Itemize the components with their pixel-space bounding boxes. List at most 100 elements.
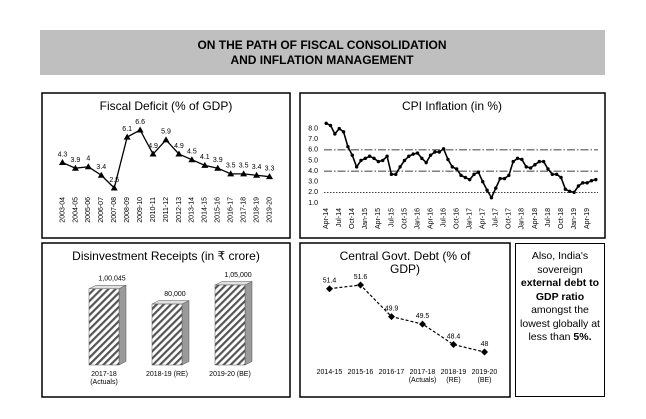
marker bbox=[359, 158, 363, 163]
marker bbox=[559, 175, 563, 180]
x-tick-label: Oct-15 bbox=[401, 208, 408, 229]
value-label: 1,05,000 bbox=[224, 272, 251, 279]
chart-title: Disinvestment Receipts (in ₹ crore) bbox=[72, 249, 260, 263]
x-tick-label: 2017-18 (Actuals) bbox=[90, 371, 118, 386]
marker bbox=[537, 159, 541, 164]
marker bbox=[324, 121, 328, 126]
marker bbox=[58, 159, 66, 166]
marker bbox=[585, 181, 589, 185]
x-tick-label: Jul-17 bbox=[493, 208, 500, 227]
x-tick-label: Oct-16 bbox=[453, 208, 460, 229]
marker bbox=[337, 126, 341, 131]
marker bbox=[437, 150, 441, 154]
marker bbox=[494, 186, 498, 190]
x-tick-label: Apr-19 bbox=[584, 208, 591, 229]
marker bbox=[450, 165, 455, 169]
marker bbox=[214, 164, 222, 171]
marker bbox=[367, 154, 372, 158]
value-label: 49.5 bbox=[416, 313, 430, 320]
marker bbox=[162, 136, 170, 143]
marker bbox=[333, 132, 337, 136]
x-tick-label: Jan-18 bbox=[519, 208, 526, 230]
bar bbox=[88, 288, 120, 366]
y-tick-label: 7.0 bbox=[308, 136, 318, 143]
marker bbox=[376, 159, 381, 164]
note-text: amongst the lowest globally at less than bbox=[520, 304, 600, 343]
panel bbox=[41, 92, 291, 239]
y-tick-label: 2.0 bbox=[308, 189, 318, 196]
marker bbox=[502, 176, 507, 181]
marker bbox=[498, 176, 502, 181]
bar-top bbox=[151, 300, 190, 305]
x-tick-label: 2008-09 bbox=[124, 197, 131, 223]
bar-top bbox=[214, 281, 253, 286]
x-tick-label: 2011-12 bbox=[163, 197, 170, 222]
marker bbox=[481, 348, 488, 356]
value-label: 3.4 bbox=[252, 164, 262, 171]
x-tick-label: Jan-19 bbox=[571, 208, 578, 230]
value-label: 2.5 bbox=[109, 177, 119, 184]
x-tick-label: 2016-17 bbox=[378, 369, 405, 376]
marker bbox=[415, 151, 420, 155]
x-tick-label: 2019-20 (BE) bbox=[209, 371, 251, 378]
value-label: 4.9 bbox=[174, 143, 184, 150]
x-tick-label: Jul-15 bbox=[388, 208, 395, 227]
value-label: 1,00,045 bbox=[98, 276, 125, 283]
marker bbox=[341, 130, 346, 134]
marker bbox=[419, 320, 426, 328]
marker bbox=[240, 170, 248, 177]
marker bbox=[446, 157, 450, 162]
marker bbox=[350, 153, 354, 157]
marker bbox=[572, 190, 576, 195]
value-label: 3.4 bbox=[96, 164, 106, 171]
bar bbox=[151, 303, 183, 366]
marker bbox=[485, 188, 489, 192]
marker bbox=[388, 313, 395, 321]
marker bbox=[454, 167, 459, 171]
marker bbox=[188, 156, 196, 163]
value-label: 80,000 bbox=[164, 291, 186, 298]
x-tick-label: 2014-15 bbox=[202, 197, 209, 223]
x-tick-label: Jul-18 bbox=[545, 208, 552, 227]
marker bbox=[428, 153, 433, 157]
value-label: 6.6 bbox=[135, 119, 145, 126]
marker bbox=[411, 152, 415, 156]
marker bbox=[97, 171, 105, 178]
value-label: 6.1 bbox=[122, 126, 132, 133]
bar-side bbox=[118, 284, 127, 366]
x-tick-label: 2003-04 bbox=[59, 197, 66, 223]
bar bbox=[214, 284, 246, 366]
panel bbox=[299, 92, 606, 239]
x-tick-label: Apr-18 bbox=[532, 208, 539, 229]
x-tick-label: Oct-18 bbox=[558, 208, 565, 229]
marker bbox=[511, 159, 515, 164]
x-tick-label: 2018-19 (RE) bbox=[440, 369, 467, 384]
value-label: 4 bbox=[86, 156, 90, 163]
marker bbox=[554, 172, 559, 177]
x-tick-label: Apr-17 bbox=[480, 208, 487, 229]
value-label: 48 bbox=[481, 341, 489, 348]
marker bbox=[489, 195, 494, 200]
bar-side bbox=[181, 300, 190, 366]
x-tick-label: 2007-08 bbox=[111, 197, 118, 223]
marker bbox=[123, 133, 131, 140]
marker bbox=[463, 175, 468, 180]
value-label: 3.9 bbox=[71, 157, 81, 164]
marker bbox=[346, 144, 350, 149]
marker bbox=[398, 165, 402, 169]
marker bbox=[136, 126, 144, 133]
panel bbox=[41, 242, 291, 398]
marker bbox=[201, 161, 209, 168]
marker bbox=[266, 173, 274, 180]
marker bbox=[433, 150, 437, 154]
y-tick-label: 1.0 bbox=[308, 200, 318, 207]
marker bbox=[594, 177, 598, 182]
note-text: external debt to GDP ratio bbox=[520, 277, 600, 303]
marker bbox=[563, 187, 568, 191]
value-label: 51.4 bbox=[323, 278, 337, 285]
panel bbox=[299, 242, 511, 398]
marker bbox=[326, 285, 333, 293]
bar-top bbox=[88, 285, 127, 290]
x-tick-label: 2017-18 bbox=[240, 197, 247, 223]
